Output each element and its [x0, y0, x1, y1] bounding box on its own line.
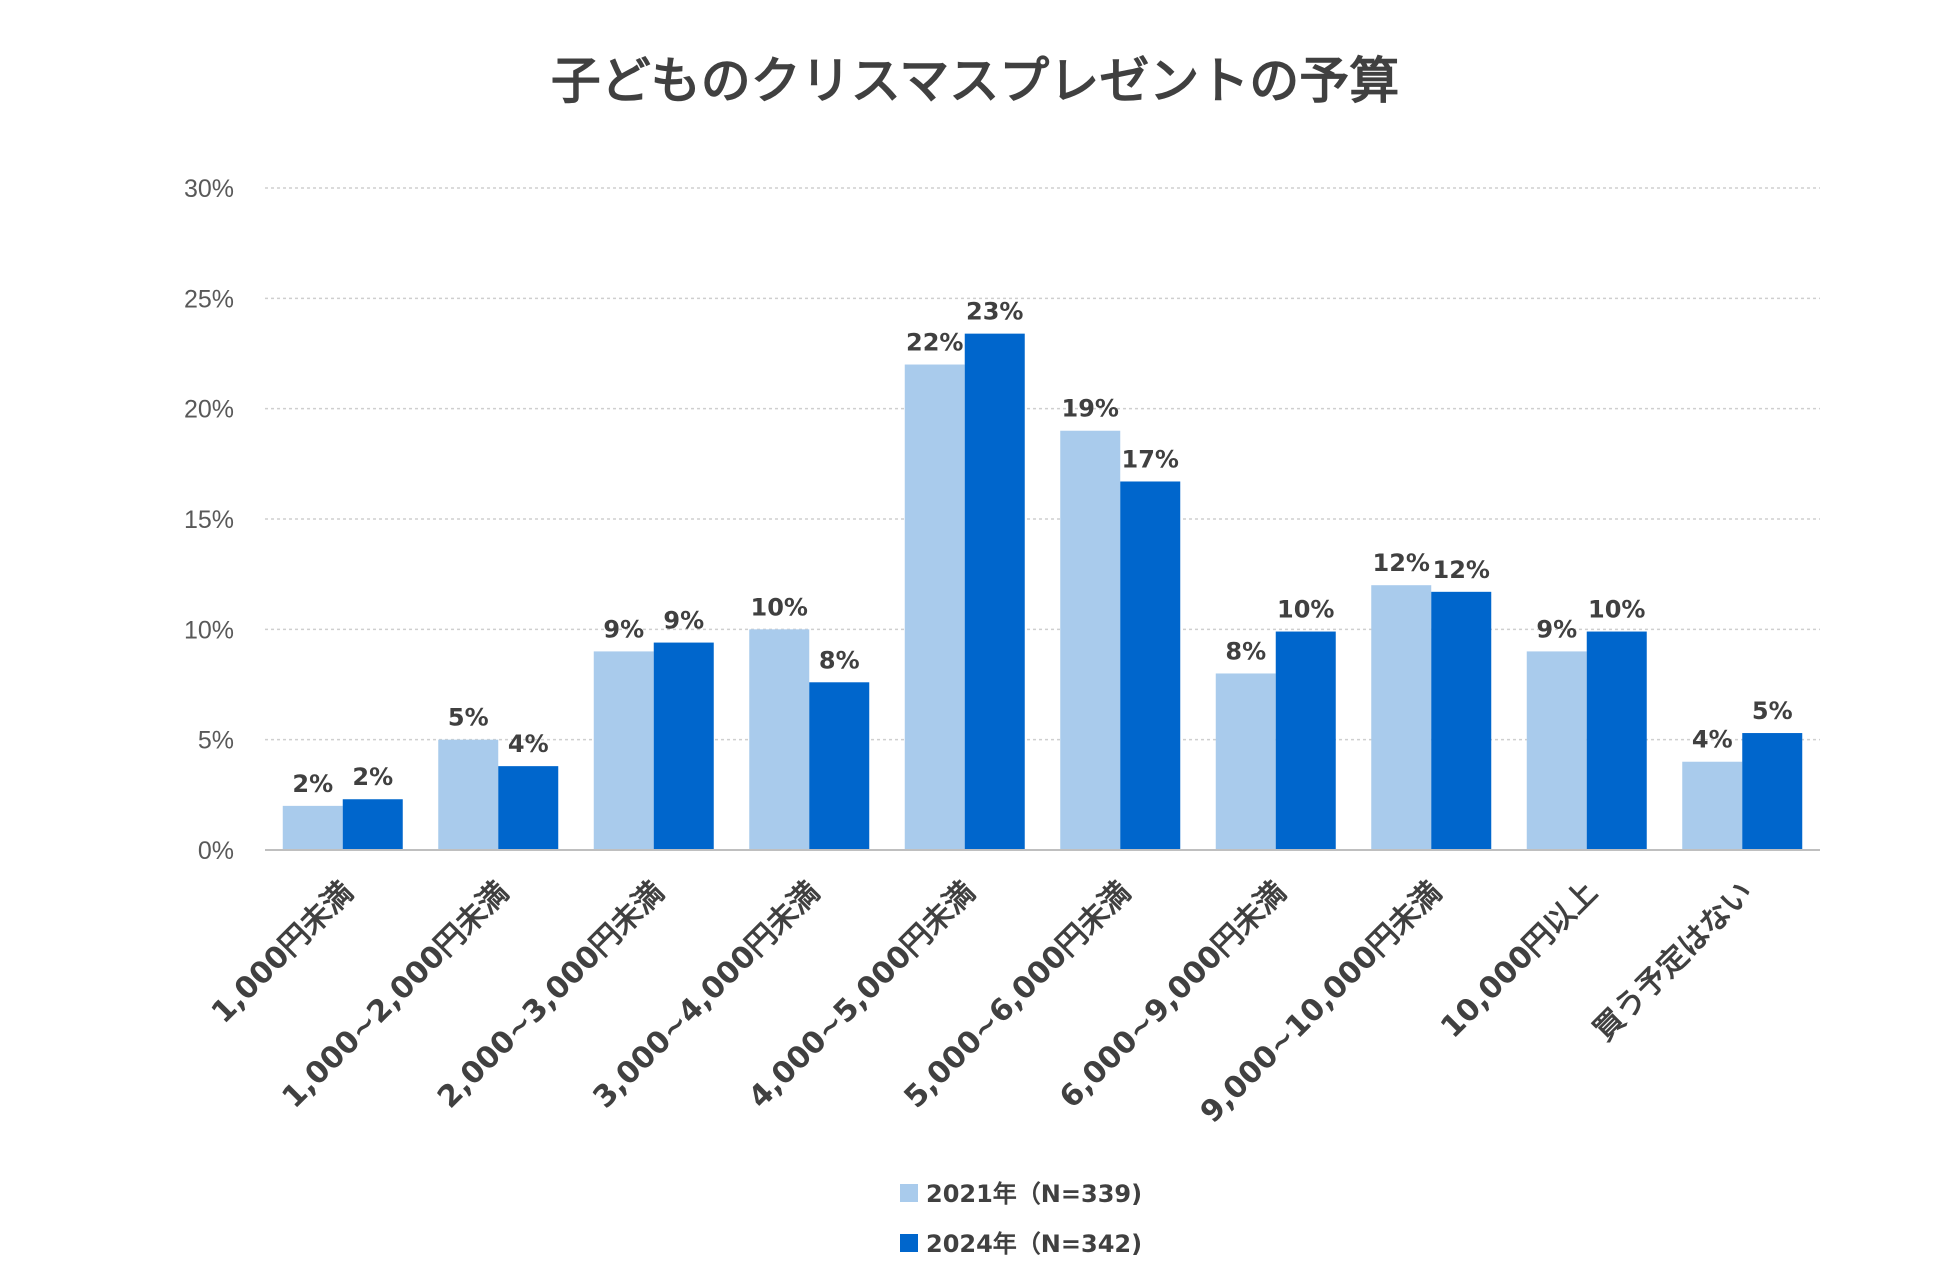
bar-series2-5: [1120, 481, 1181, 850]
data-label: 9%: [663, 607, 704, 635]
bar-series1-9: [1682, 761, 1743, 850]
legend: 2021年（N=339) 2024年（N=342): [900, 1180, 1142, 1258]
data-label: 4%: [1692, 726, 1733, 754]
bar-series2-2: [653, 642, 714, 850]
bar-series2-7: [1431, 591, 1492, 850]
data-label: 10%: [1277, 596, 1334, 624]
bar-series1-2: [593, 651, 654, 850]
bar-series1-8: [1526, 651, 1587, 850]
data-label: 19%: [1062, 395, 1119, 423]
bar-series1-0: [282, 805, 343, 850]
y-tick-label: 5%: [198, 727, 234, 755]
bar-series1-5: [1060, 430, 1121, 850]
data-label: 23%: [966, 298, 1023, 326]
data-label: 9%: [603, 615, 644, 643]
data-label: 2%: [352, 763, 393, 791]
bar-series2-4: [964, 333, 1025, 850]
bar-series2-1: [498, 766, 559, 850]
y-axis-ticks: 0% 5% 10% 15% 20% 25% 30%: [184, 175, 234, 865]
data-label: 5%: [1752, 697, 1793, 725]
y-tick-label: 25%: [184, 285, 234, 313]
data-label: 12%: [1433, 556, 1490, 584]
data-label: 9%: [1536, 615, 1577, 643]
bars: [282, 333, 1803, 850]
bar-series1-1: [438, 739, 499, 850]
bar-series2-9: [1742, 733, 1803, 850]
gridlines: [265, 187, 1820, 741]
bar-series2-6: [1275, 631, 1336, 850]
data-label: 22%: [906, 329, 963, 357]
data-label: 10%: [751, 593, 808, 621]
x-tick-label: 買う予定はない: [1587, 875, 1760, 1048]
data-label: 10%: [1588, 596, 1645, 624]
data-label: 12%: [1373, 549, 1430, 577]
data-label: 5%: [448, 704, 489, 732]
y-tick-label: 0%: [198, 837, 234, 865]
legend-label-2: 2024年（N=342): [926, 1230, 1142, 1258]
y-tick-label: 10%: [184, 616, 234, 644]
x-axis-ticks: 1,000円未満1,000~2,000円未満2,000~3,000円未満3,00…: [205, 875, 1760, 1130]
data-label: 4%: [508, 730, 549, 758]
bar-series2-0: [342, 799, 403, 850]
legend-swatch-2: [900, 1234, 918, 1252]
y-tick-label: 20%: [184, 396, 234, 424]
bar-series1-4: [904, 364, 965, 850]
bar-series1-6: [1215, 673, 1276, 850]
chart-title: 子どものクリスマスプレゼントの予算: [551, 52, 1400, 110]
y-tick-label: 30%: [184, 175, 234, 203]
data-label: 8%: [1225, 637, 1266, 665]
legend-swatch-1: [900, 1184, 918, 1202]
bar-series1-7: [1371, 585, 1432, 850]
bar-series2-3: [809, 682, 870, 850]
x-tick-label: 1,000円未満: [205, 875, 360, 1030]
legend-label-1: 2021年（N=339): [926, 1180, 1142, 1208]
x-tick-label: 10,000円以上: [1434, 875, 1604, 1045]
data-label: 8%: [819, 646, 860, 674]
y-tick-label: 15%: [184, 506, 234, 534]
data-label: 2%: [292, 770, 333, 798]
data-labels: 2% 5% 9% 10% 22% 19% 8% 12% 9% 4% 2% 4% 9% 8% 23% 17% 10…: [292, 298, 1792, 798]
bar-series1-3: [749, 629, 810, 850]
bar-series2-8: [1586, 631, 1647, 850]
data-label: 17%: [1122, 445, 1179, 473]
